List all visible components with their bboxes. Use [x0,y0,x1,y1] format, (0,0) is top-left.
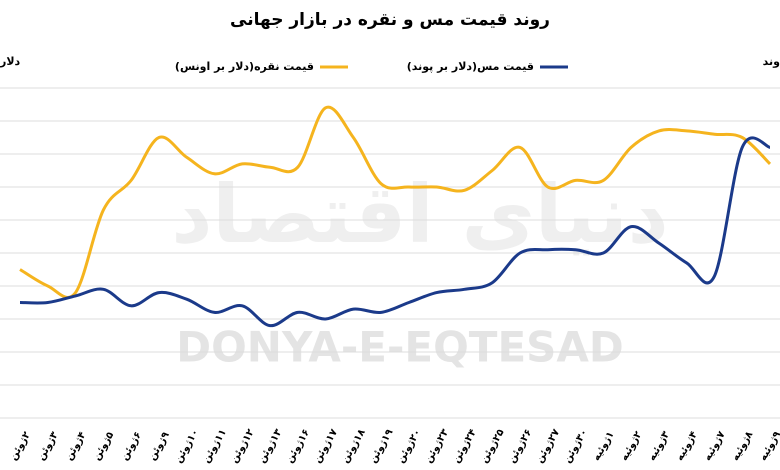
x-tick-label: ۲۵ژوئن [479,427,507,465]
watermark-fa: دنیای اقتصاد [171,168,668,261]
x-tick-label: ۴ژوئن [64,430,89,462]
x-tick-label: ۲۶ژوئن [506,427,534,465]
x-tick-label: ۱ژوئیه [591,430,617,463]
x-tick-label: ۲۰ژوئن [395,427,423,465]
x-tick-label: ۶ژوئن [119,430,144,462]
x-tick-label: ۱۲ژوئن [229,427,257,465]
x-tick-label: ۹ژوئیه [758,430,780,463]
legend-label: قیمت نقره(دلار بر اونس) [175,60,314,73]
x-tick-label: ۴ژوئیه [674,430,700,463]
x-tick-label: ۷ژوئیه [702,430,728,463]
x-tick-label: ۲۳ژوئن [423,427,451,465]
x-tick-label: ۵ژوئن [91,430,116,462]
x-tick-label: ۳۰ژوئن [562,427,590,465]
x-tick-label: ۹ژوئن [147,430,172,462]
x-tick-label: ۱۱ژوئن [201,427,229,465]
series-line [19,136,771,328]
x-tick-label: ۲۴ژوئن [451,427,479,465]
x-tick-label: ۱۳ژوئن [256,427,284,465]
x-tick-label: ۲۷ژوئن [534,427,562,465]
y-axis-label: دلار [0,55,21,68]
x-tick-label: ۱۷ژوئن [312,427,340,465]
x-tick-label: ۱۸ژوئن [340,427,368,465]
x-tick-label: ۸ژوئیه [730,430,756,463]
x-tick-label: ۳ژوئیه [647,430,673,463]
x-tick-label: ۱۹ژوئن [368,427,396,465]
chart-title: روند قیمت مس و نقره در بازار جهانی [230,10,550,30]
watermark: DONYA-E-EQTESAD [176,323,624,372]
x-tick-label: ۱۰ژوئن [173,427,201,465]
x-tick-label: ۳ژوئن [36,430,61,462]
x-tick-label: ۲ژوئن [8,430,33,462]
x-tick-label: ۲ژوئیه [619,430,645,463]
series-line [19,105,772,299]
x-tick-label: ۱۶ژوئن [284,427,312,465]
y2-axis-label: وند [763,55,780,68]
legend-label: قیمت مس(دلار بر پوند) [407,60,534,73]
